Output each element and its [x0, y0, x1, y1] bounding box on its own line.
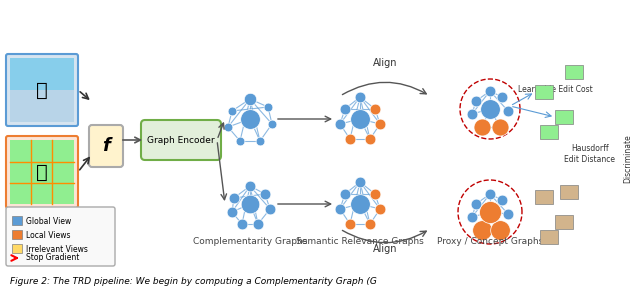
Point [260, 192, 270, 196]
Bar [540, 230, 558, 244]
Point [471, 202, 481, 206]
Bar [12, 244, 22, 253]
Point [340, 107, 350, 111]
Bar [565, 65, 583, 79]
Text: Irrelevant Views: Irrelevant Views [26, 245, 88, 253]
Point [503, 109, 513, 113]
Point [495, 228, 505, 232]
Point [255, 139, 265, 143]
Point [375, 207, 385, 211]
Point [355, 117, 365, 121]
Bar [12, 216, 22, 225]
Point [245, 117, 255, 121]
Bar [10, 58, 74, 122]
Text: Local Views: Local Views [26, 230, 70, 240]
Bar [10, 90, 74, 122]
FancyBboxPatch shape [6, 207, 115, 266]
Text: Stop Gradient: Stop Gradient [26, 253, 79, 263]
Point [497, 95, 507, 99]
Point [467, 112, 477, 116]
FancyBboxPatch shape [6, 136, 78, 208]
Bar [10, 140, 74, 204]
Point [253, 222, 263, 226]
Point [485, 89, 495, 93]
Point [485, 107, 495, 111]
Point [370, 107, 380, 111]
Text: Global View: Global View [26, 216, 71, 225]
Point [497, 198, 507, 202]
Point [245, 184, 255, 188]
Text: Figure 2: The TRD pipeline: We begin by computing a Complementarity Graph (G: Figure 2: The TRD pipeline: We begin by … [10, 278, 377, 286]
Point [263, 105, 273, 109]
Point [365, 222, 375, 226]
FancyBboxPatch shape [6, 54, 78, 126]
Point [355, 95, 365, 99]
Point [335, 207, 345, 211]
FancyBboxPatch shape [89, 125, 123, 167]
Bar [560, 185, 578, 199]
Point [345, 222, 355, 226]
Text: Semantic Relevance Graphs: Semantic Relevance Graphs [296, 238, 424, 246]
Text: Graph Encoder: Graph Encoder [147, 136, 215, 144]
Point [245, 202, 255, 206]
Text: Complementarity Graphs: Complementarity Graphs [193, 238, 307, 246]
Point [229, 196, 239, 200]
Point [235, 139, 245, 143]
Point [355, 180, 365, 184]
Point [265, 207, 275, 211]
Bar [535, 190, 553, 204]
FancyBboxPatch shape [141, 120, 221, 160]
Point [503, 212, 513, 216]
Text: 🐦: 🐦 [36, 81, 48, 99]
Text: Learnable Edit Cost: Learnable Edit Cost [518, 84, 593, 93]
Point [227, 109, 237, 113]
Point [237, 222, 247, 226]
Point [227, 210, 237, 214]
Text: Discriminate: Discriminate [623, 135, 632, 183]
Point [477, 125, 487, 129]
Bar [535, 85, 553, 99]
Point [365, 137, 375, 141]
Point [471, 99, 481, 103]
Point [345, 137, 355, 141]
Point [245, 97, 255, 101]
Bar [555, 215, 573, 229]
Bar [12, 230, 22, 239]
Text: Hausdorff
Edit Distance: Hausdorff Edit Distance [564, 144, 616, 164]
Point [370, 192, 380, 196]
Point [223, 125, 233, 129]
Point [477, 228, 487, 232]
Point [340, 192, 350, 196]
Point [267, 122, 277, 126]
Point [485, 210, 495, 214]
Point [495, 125, 505, 129]
Point [467, 215, 477, 219]
Text: f: f [102, 137, 110, 155]
Point [375, 122, 385, 126]
Text: 🐦: 🐦 [36, 163, 48, 181]
Point [335, 122, 345, 126]
Text: Proxy / Concept Graphs: Proxy / Concept Graphs [437, 238, 543, 246]
Text: Align: Align [372, 58, 397, 68]
Point [355, 202, 365, 206]
Bar [540, 125, 558, 139]
Text: Align: Align [372, 244, 397, 254]
Point [485, 192, 495, 196]
Bar [555, 110, 573, 124]
